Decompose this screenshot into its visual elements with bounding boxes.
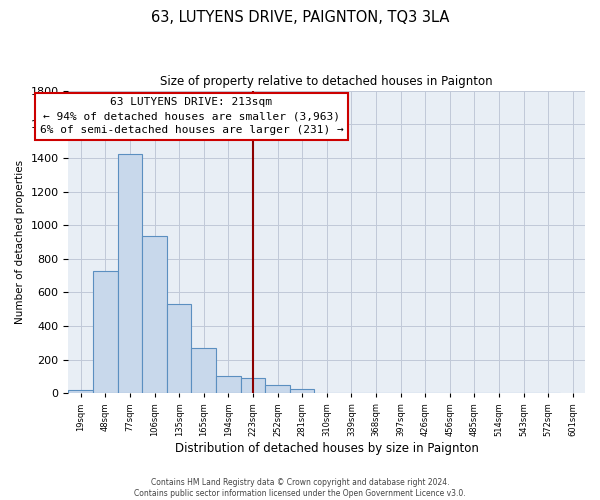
Text: Contains HM Land Registry data © Crown copyright and database right 2024.
Contai: Contains HM Land Registry data © Crown c…	[134, 478, 466, 498]
Bar	[265, 385, 290, 394]
Bar	[167, 304, 191, 394]
Bar	[216, 376, 241, 394]
Y-axis label: Number of detached properties: Number of detached properties	[15, 160, 25, 324]
Bar	[241, 378, 265, 394]
Bar	[142, 236, 167, 394]
Bar	[314, 392, 339, 394]
Text: 63, LUTYENS DRIVE, PAIGNTON, TQ3 3LA: 63, LUTYENS DRIVE, PAIGNTON, TQ3 3LA	[151, 10, 449, 25]
Bar	[118, 154, 142, 394]
Bar	[68, 390, 93, 394]
Bar	[290, 389, 314, 394]
X-axis label: Distribution of detached houses by size in Paignton: Distribution of detached houses by size …	[175, 442, 479, 455]
Text: 63 LUTYENS DRIVE: 213sqm
← 94% of detached houses are smaller (3,963)
6% of semi: 63 LUTYENS DRIVE: 213sqm ← 94% of detach…	[40, 98, 343, 136]
Bar	[191, 348, 216, 394]
Bar	[93, 270, 118, 394]
Title: Size of property relative to detached houses in Paignton: Size of property relative to detached ho…	[160, 75, 493, 88]
